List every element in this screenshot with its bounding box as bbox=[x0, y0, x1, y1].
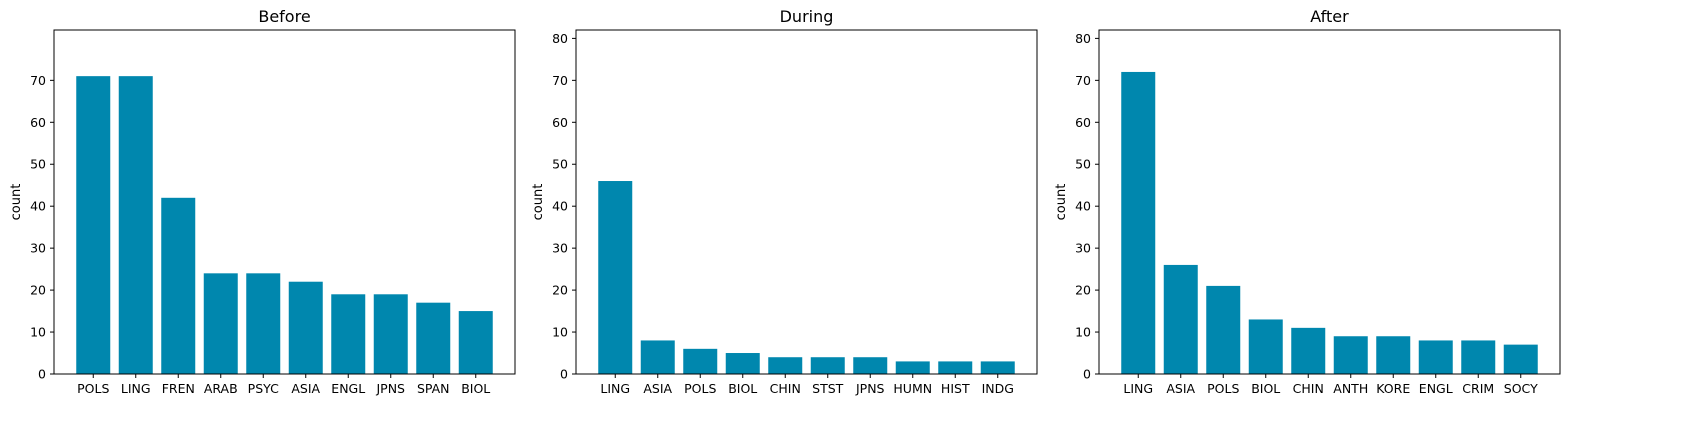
x-tick-label: CRIM bbox=[1462, 381, 1494, 396]
x-tick-label: CHIN bbox=[770, 381, 801, 396]
x-tick-label: BIOL bbox=[1251, 381, 1280, 396]
bar-span bbox=[416, 302, 451, 374]
bar-stst bbox=[810, 357, 845, 374]
bar-hist bbox=[938, 361, 973, 374]
x-tick-label: PSYC bbox=[248, 381, 279, 396]
y-tick-label: 20 bbox=[1075, 283, 1091, 298]
x-tick-label: ENGL bbox=[331, 381, 365, 396]
bar-chin bbox=[768, 357, 803, 374]
y-tick-label: 0 bbox=[38, 367, 46, 382]
x-tick-label: STST bbox=[812, 381, 844, 396]
bar-asia bbox=[288, 281, 323, 374]
x-tick-label: ASIA bbox=[291, 381, 320, 396]
bar-jpns bbox=[373, 294, 408, 374]
x-tick-label: LING bbox=[600, 381, 630, 396]
y-axis-label: count bbox=[1054, 184, 1069, 221]
bar-jpns bbox=[853, 357, 888, 374]
plot-frame bbox=[1098, 29, 1561, 375]
bar-fren bbox=[161, 197, 196, 374]
y-tick-label: 50 bbox=[30, 157, 46, 172]
chart-title: After bbox=[1310, 7, 1349, 26]
chart-panel-during: LING ASIA POLS BIOL CHIN STST JPNS HUMN HIST INDG… bbox=[531, 7, 1038, 396]
y-tick-label: 50 bbox=[552, 157, 568, 172]
x-tick-label: ANTH bbox=[1333, 381, 1368, 396]
plot-frame bbox=[53, 29, 516, 375]
bar-anth bbox=[1333, 336, 1368, 374]
x-tick-label: INDG bbox=[982, 381, 1014, 396]
bar-socy bbox=[1503, 344, 1538, 374]
bar-arab bbox=[203, 273, 238, 374]
bar-indg bbox=[980, 361, 1015, 374]
bar-engl bbox=[1418, 340, 1453, 374]
x-tick-label: ARAB bbox=[204, 381, 238, 396]
chart-panel-before: POLS LING FREN ARAB PSYC ASIA ENGL JPNS SPAN BIOL… bbox=[9, 7, 516, 396]
y-tick-label: 0 bbox=[1083, 367, 1091, 382]
y-tick-label: 80 bbox=[552, 31, 568, 46]
bar-engl bbox=[331, 294, 366, 374]
bar-biol bbox=[725, 353, 760, 374]
x-tick-label: BIOL bbox=[461, 381, 490, 396]
bar-humn bbox=[895, 361, 930, 374]
x-tick-label: ASIA bbox=[1166, 381, 1195, 396]
x-tick-label: LING bbox=[121, 381, 151, 396]
y-tick-label: 30 bbox=[1075, 241, 1091, 256]
plot-frame bbox=[575, 29, 1038, 375]
x-tick-label: HUMN bbox=[893, 381, 932, 396]
y-tick-label: 60 bbox=[1075, 115, 1091, 130]
x-tick-label: POLS bbox=[684, 381, 716, 396]
bar-ling bbox=[598, 181, 633, 374]
bar-psyc bbox=[246, 273, 281, 374]
x-tick-label: JPNS bbox=[855, 381, 885, 396]
bar-kore bbox=[1376, 336, 1411, 374]
y-tick-label: 20 bbox=[552, 283, 568, 298]
y-tick-label: 40 bbox=[30, 199, 46, 214]
x-tick-label: JPNS bbox=[375, 381, 405, 396]
y-tick-label: 80 bbox=[1075, 31, 1091, 46]
bar-asia bbox=[1163, 264, 1198, 374]
y-axis-label: count bbox=[9, 184, 24, 221]
y-tick-label: 50 bbox=[1075, 157, 1091, 172]
chart-title: During bbox=[780, 7, 834, 26]
y-tick-label: 70 bbox=[552, 73, 568, 88]
bar-pols bbox=[1206, 285, 1241, 374]
x-tick-label: SPAN bbox=[417, 381, 450, 396]
bar-pols bbox=[76, 76, 111, 375]
y-axis-label: count bbox=[531, 184, 546, 221]
bar-ling bbox=[118, 76, 153, 375]
x-tick-label: SOCY bbox=[1504, 381, 1538, 396]
y-tick-label: 10 bbox=[1075, 325, 1091, 340]
y-tick-label: 0 bbox=[560, 367, 568, 382]
x-tick-label: FREN bbox=[162, 381, 195, 396]
x-tick-label: BIOL bbox=[728, 381, 757, 396]
y-tick-label: 40 bbox=[1075, 199, 1091, 214]
bar-ling bbox=[1121, 71, 1156, 374]
bar-asia bbox=[640, 340, 675, 374]
y-tick-label: 10 bbox=[552, 325, 568, 340]
bar-biol bbox=[1248, 319, 1283, 374]
bar-crim bbox=[1461, 340, 1496, 374]
y-tick-label: 10 bbox=[30, 325, 46, 340]
y-tick-label: 70 bbox=[1075, 73, 1091, 88]
bar-chin bbox=[1291, 327, 1326, 374]
y-tick-label: 30 bbox=[552, 241, 568, 256]
x-tick-label: POLS bbox=[1207, 381, 1239, 396]
x-tick-label: HIST bbox=[941, 381, 970, 396]
y-tick-label: 20 bbox=[30, 283, 46, 298]
x-tick-label: ASIA bbox=[643, 381, 672, 396]
bar-biol bbox=[458, 311, 493, 374]
y-tick-label: 30 bbox=[30, 241, 46, 256]
bar-pols bbox=[683, 348, 718, 374]
x-tick-label: KORE bbox=[1376, 381, 1410, 396]
chart-panel-after: LING ASIA POLS BIOL CHIN ANTH KORE ENGL CRIM SOCY… bbox=[1054, 7, 1561, 396]
x-tick-label: CHIN bbox=[1293, 381, 1324, 396]
y-tick-label: 60 bbox=[30, 115, 46, 130]
x-tick-label: ENGL bbox=[1419, 381, 1453, 396]
chart-title: Before bbox=[258, 7, 310, 26]
y-tick-label: 70 bbox=[30, 73, 46, 88]
y-tick-label: 60 bbox=[552, 115, 568, 130]
y-tick-label: 40 bbox=[552, 199, 568, 214]
x-tick-label: POLS bbox=[77, 381, 109, 396]
x-tick-label: LING bbox=[1123, 381, 1153, 396]
